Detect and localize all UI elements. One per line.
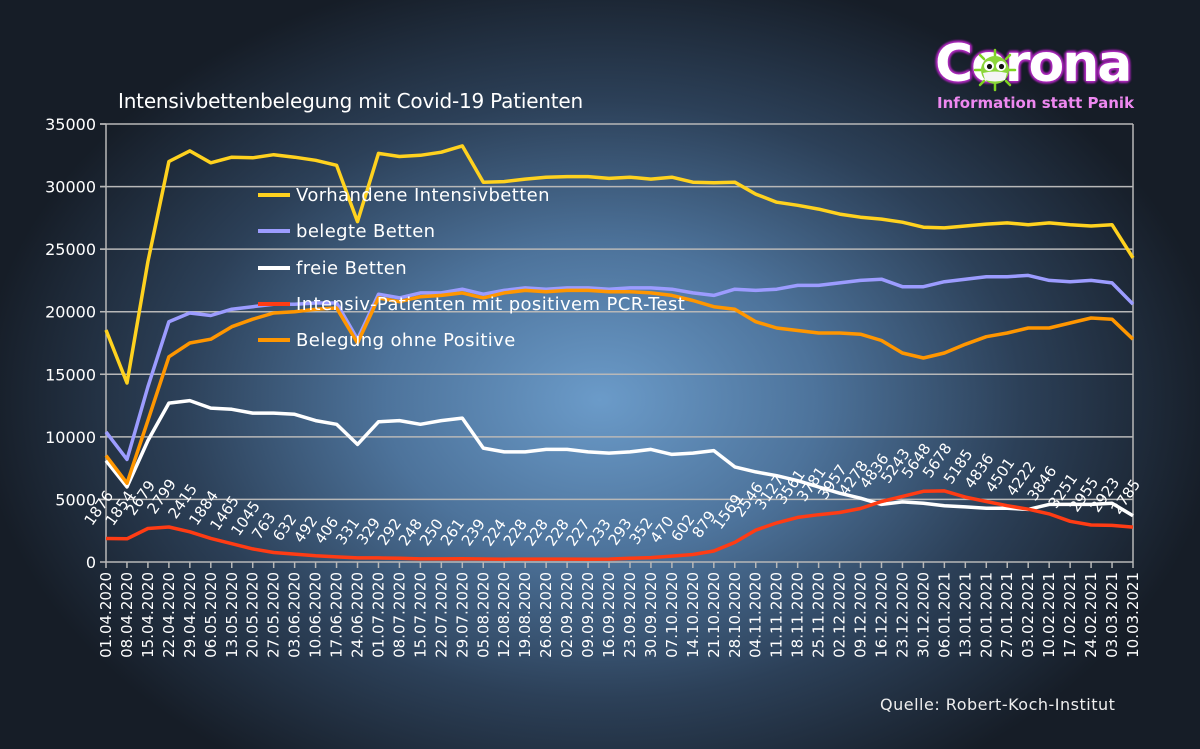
- legend-label: freie Betten: [296, 257, 408, 279]
- x-tick-label: 08.04.2020: [118, 572, 136, 658]
- y-tick-label: 25000: [45, 240, 96, 259]
- x-tick-label: 19.08.2020: [516, 572, 534, 658]
- x-tick-label: 10.03.2021: [1124, 572, 1142, 658]
- x-tick-label: 13.01.2021: [956, 572, 974, 658]
- legend-swatch: [258, 302, 290, 306]
- x-tick-label: 04.11.2020: [747, 572, 765, 658]
- legend-item-belegte: belegte Betten: [258, 219, 435, 243]
- x-tick-label: 09.12.2020: [852, 572, 870, 658]
- x-tick-label: 06.01.2021: [935, 572, 953, 658]
- x-tick-label: 08.07.2020: [390, 572, 408, 658]
- x-tick-label: 17.02.2021: [1061, 572, 1079, 658]
- x-axis-tick-labels: 01.04.2020 08.04.2020 15.04.2020 22.04.2020…: [97, 572, 1142, 658]
- series-line-0: [104, 144, 1135, 385]
- chart-title: Intensivbettenbelegung mit Covid-19 Pati…: [118, 89, 584, 113]
- axes: [100, 123, 1134, 568]
- x-tick-label: 29.04.2020: [181, 572, 199, 658]
- x-tick-label: 16.12.2020: [872, 572, 890, 658]
- x-tick-label: 22.07.2020: [432, 572, 450, 658]
- y-tick-label: 20000: [45, 303, 96, 322]
- y-tick-label: 10000: [45, 428, 96, 447]
- y-tick-label: 0: [86, 553, 96, 572]
- x-tick-label: 03.02.2021: [1019, 572, 1037, 658]
- x-tick-label: 09.09.2020: [579, 572, 597, 658]
- x-tick-label: 20.01.2021: [977, 572, 995, 658]
- x-tick-label: 28.10.2020: [726, 572, 744, 658]
- corona-logo: Corona Information statt Panik: [935, 34, 1135, 120]
- x-tick-label: 16.09.2020: [600, 572, 618, 658]
- legend-label: Vorhandene Intensivbetten: [296, 184, 550, 206]
- x-tick-label: 01.04.2020: [97, 572, 115, 658]
- x-tick-label: 30.09.2020: [642, 572, 660, 658]
- virus-mascot-icon: [973, 48, 1017, 92]
- x-tick-label: 12.08.2020: [495, 572, 513, 658]
- y-tick-label: 35000: [45, 115, 96, 134]
- legend-swatch: [258, 193, 290, 197]
- y-axis-tick-labels: 0 5000 10000 15000 20000 25000 30000 35000: [45, 115, 96, 572]
- x-tick-label: 02.09.2020: [558, 572, 576, 658]
- x-tick-label: 22.04.2020: [160, 572, 178, 658]
- series-line-2: [104, 398, 1134, 518]
- legend-item-freie: freie Betten: [258, 256, 407, 280]
- logo-subtitle: Information statt Panik: [937, 94, 1135, 112]
- series-lines: [104, 144, 1135, 561]
- x-tick-label: 15.07.2020: [411, 572, 429, 658]
- legend-swatch: [258, 266, 290, 270]
- x-tick-label: 13.05.2020: [223, 572, 241, 658]
- legend-label: Intensiv-Patienten mit positivem PCR-Tes…: [296, 293, 686, 315]
- series-line-3: [105, 489, 1134, 561]
- series-line-4: [104, 288, 1135, 485]
- x-tick-label: 24.02.2021: [1082, 572, 1100, 658]
- y-tick-label: 30000: [45, 178, 96, 197]
- legend-label: belegte Betten: [296, 220, 436, 242]
- x-tick-label: 21.10.2020: [705, 572, 723, 658]
- source-note: Quelle: Robert-Koch-Institut: [880, 695, 1116, 714]
- x-tick-label: 15.04.2020: [139, 572, 157, 658]
- x-tick-label: 10.06.2020: [307, 572, 325, 658]
- x-tick-label: 27.05.2020: [265, 572, 283, 658]
- legend-swatch: [258, 229, 290, 233]
- y-tick-label: 15000: [45, 365, 96, 384]
- x-tick-label: 10.02.2021: [1040, 572, 1058, 658]
- x-tick-label: 05.08.2020: [474, 572, 492, 658]
- x-tick-label: 17.06.2020: [328, 572, 346, 658]
- x-tick-label: 27.01.2021: [998, 572, 1016, 658]
- x-tick-label: 25.11.2020: [810, 572, 828, 658]
- y-tick-label: 5000: [55, 490, 96, 509]
- x-tick-label: 02.12.2020: [831, 572, 849, 658]
- x-tick-label: 26.08.2020: [537, 572, 555, 658]
- x-tick-label: 06.05.2020: [202, 572, 220, 658]
- x-tick-label: 30.12.2020: [914, 572, 932, 658]
- x-tick-label: 03.03.2021: [1103, 572, 1121, 658]
- x-tick-label: 03.06.2020: [286, 572, 304, 658]
- x-tick-label: 23.09.2020: [621, 572, 639, 658]
- legend-item-ohne-positive: Belegung ohne Positive: [258, 328, 516, 352]
- legend-item-positive: Intensiv-Patienten mit positivem PCR-Tes…: [258, 292, 685, 316]
- x-tick-label: 20.05.2020: [244, 572, 262, 658]
- x-tick-label: 18.11.2020: [789, 572, 807, 658]
- legend-item-vorhandene: Vorhandene Intensivbetten: [258, 183, 550, 207]
- x-tick-label: 11.11.2020: [768, 572, 786, 658]
- data-labels: 1876185426792799241518841465104576363249…: [81, 440, 1145, 550]
- x-tick-label: 23.12.2020: [893, 572, 911, 658]
- logo-title: Corona: [935, 34, 1132, 94]
- x-tick-label: 01.07.2020: [369, 572, 387, 658]
- legend-label: Belegung ohne Positive: [296, 329, 516, 351]
- x-tick-label: 29.07.2020: [453, 572, 471, 658]
- x-tick-label: 07.10.2020: [663, 572, 681, 658]
- x-tick-label: 24.06.2020: [349, 572, 367, 658]
- legend-swatch: [258, 338, 290, 342]
- x-tick-label: 14.10.2020: [684, 572, 702, 658]
